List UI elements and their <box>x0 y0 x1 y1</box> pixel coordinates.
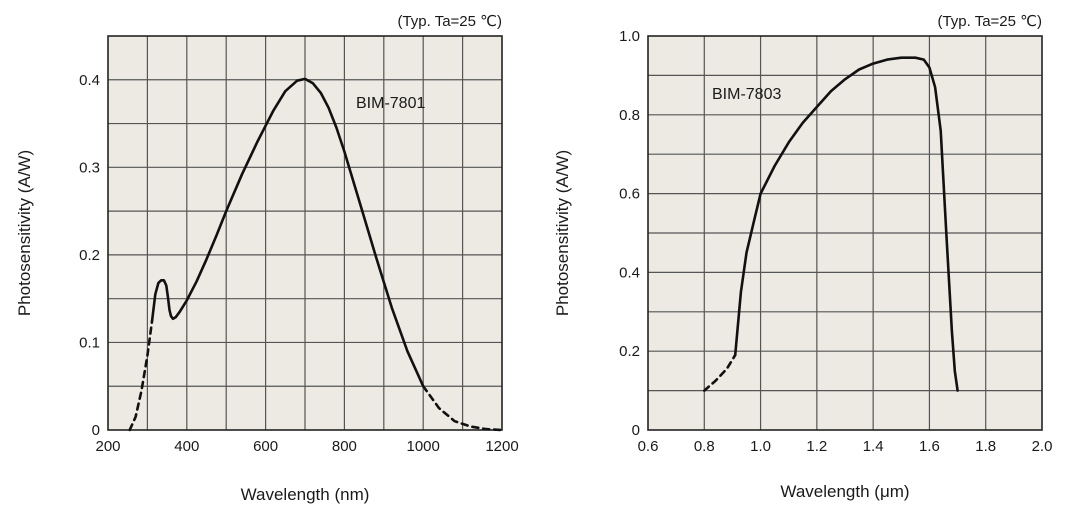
chart0-x-tick-label: 1000 <box>407 438 440 455</box>
chart0-x-tick-label: 600 <box>253 438 278 455</box>
chart1-y-tick-label: 0.2 <box>619 343 640 360</box>
chart0-x-tick-label: 400 <box>174 438 199 455</box>
chart1-series-label: BIM-7803 <box>712 86 781 103</box>
chart-bim-7803: 0.6 0.8 1.0 1.2 1.4 1.6 1.8 2.0 0 0.2 0.4 0.6 0.8 1.0… <box>553 13 1052 501</box>
chart1-y-tick-label: 0.4 <box>619 264 640 281</box>
chart0-y-tick-label: 0.1 <box>79 334 100 351</box>
chart1-y-axis-title: Photosensitivity (A/W) <box>553 150 572 316</box>
chart1-condition-note: (Typ. Ta=25 ℃) <box>937 13 1042 30</box>
chart0-y-tick-label: 0 <box>92 422 100 439</box>
chart1-y-tick-label: 0.8 <box>619 107 640 124</box>
chart1-x-axis-title: Wavelength (μm) <box>780 482 909 501</box>
chart1-x-tick-label: 0.8 <box>694 438 715 455</box>
chart0-x-tick-label: 200 <box>95 438 120 455</box>
chart1-series-line-dashed-0 <box>702 353 737 392</box>
chart0-x-tick-label: 800 <box>332 438 357 455</box>
chart0-y-axis-title: Photosensitivity (A/W) <box>15 150 34 316</box>
chart-bim-7801: 200 400 600 800 1000 1200 0 0.1 0.2 0.3 0.4 Wavelen… <box>15 13 519 504</box>
chart1-x-tick-label: 1.4 <box>863 438 884 455</box>
chart0-y-tick-label: 0.3 <box>79 159 100 176</box>
chart0-y-tick-label: 0.4 <box>79 72 100 89</box>
chart0-condition-note: (Typ. Ta=25 ℃) <box>397 13 502 30</box>
chart0-x-axis-title: Wavelength (nm) <box>241 485 370 504</box>
chart0-series-line-dashed-2 <box>421 384 504 432</box>
chart1-y-tick-label: 1.0 <box>619 28 640 45</box>
chart1-grid <box>648 36 1042 430</box>
chart1-x-tick-label: 1.0 <box>750 438 771 455</box>
chart1-series-line-solid-1 <box>733 56 959 392</box>
chart1-x-tick-label: 1.8 <box>975 438 996 455</box>
chart1-x-tick-label: 0.6 <box>638 438 659 455</box>
chart1-x-tick-label: 1.2 <box>806 438 827 455</box>
chart1-x-tick-label: 1.6 <box>919 438 940 455</box>
chart1-plot-frame <box>647 35 1043 431</box>
chart0-x-tick-label: 1200 <box>485 438 518 455</box>
chart0-y-tick-label: 0.2 <box>79 247 100 264</box>
chart1-y-tick-label: 0.6 <box>619 186 640 203</box>
chart0-series-line-solid-1 <box>150 77 425 388</box>
chart0-series-label: BIM-7801 <box>356 95 425 112</box>
chart0-plot-frame <box>107 35 503 431</box>
chart0-series-line-dashed-0 <box>128 319 154 432</box>
chart1-y-tick-label: 0 <box>632 422 640 439</box>
chart1-x-tick-label: 2.0 <box>1032 438 1053 455</box>
